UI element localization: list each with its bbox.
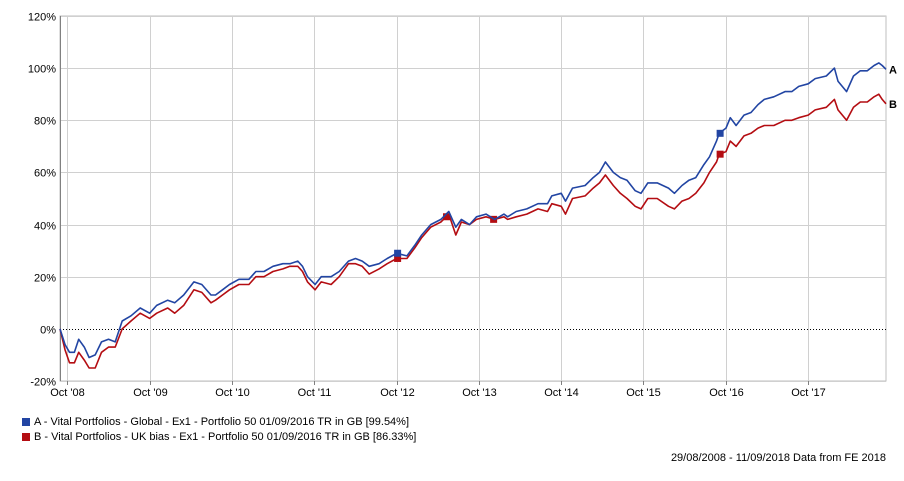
y-tick-label: 120%: [28, 12, 56, 24]
legend-item-a: A - Vital Portfolios - Global - Ex1 - Po…: [22, 414, 416, 429]
y-tick-label: 20%: [34, 273, 56, 285]
legend-swatch-b: [22, 432, 30, 441]
series-line-b: [59, 93, 887, 369]
series-marker-b: [716, 150, 724, 158]
x-tick-label: Oct '11: [298, 387, 332, 399]
y-tick-label: 0%: [40, 325, 56, 337]
x-tick-label: Oct '08: [50, 387, 85, 399]
x-tick-label: Oct '12: [380, 387, 415, 399]
series-marker-b: [443, 213, 451, 221]
legend-label-a: A - Vital Portfolios - Global - Ex1 - Po…: [34, 415, 410, 428]
y-tick-label: 80%: [34, 116, 56, 128]
y-tick-label: 40%: [34, 221, 56, 233]
y-tick-label: -20%: [30, 377, 56, 389]
x-tick-label: Oct '09: [133, 387, 168, 399]
chart-legend: A - Vital Portfolios - Global - Ex1 - Po…: [22, 414, 416, 444]
series-end-label-b: B: [889, 99, 897, 111]
series-line-a: [59, 62, 887, 359]
series-marker-a: [394, 249, 402, 257]
chart-plot-area: -20% 0% 20% 40% 60% 80% 100% 120% Oct '08 Oct '09…: [28, 12, 897, 400]
series-marker-b: [394, 254, 402, 262]
legend-item-b: B - Vital Portfolios - UK bias - Ex1 - P…: [22, 429, 416, 444]
y-tick-label: 100%: [28, 64, 56, 76]
date-range-source-note: 29/08/2008 - 11/09/2018 Data from FE 201…: [670, 452, 886, 464]
legend-label-b: B - Vital Portfolios - UK bias - Ex1 - P…: [34, 430, 417, 443]
x-tick-label: Oct '13: [462, 387, 497, 399]
x-tick-label: Oct '14: [544, 387, 579, 399]
x-tick-label: Oct '16: [709, 387, 744, 399]
series-end-label-a: A: [889, 64, 897, 76]
y-tick-label: 60%: [34, 168, 56, 180]
x-tick-label: Oct '17: [791, 387, 826, 399]
x-tick-label: Oct '10: [215, 387, 250, 399]
series-marker-a: [716, 129, 724, 137]
x-tick-label: Oct '15: [626, 387, 661, 399]
legend-swatch-a: [22, 417, 30, 426]
plot-frame: [59, 15, 887, 382]
